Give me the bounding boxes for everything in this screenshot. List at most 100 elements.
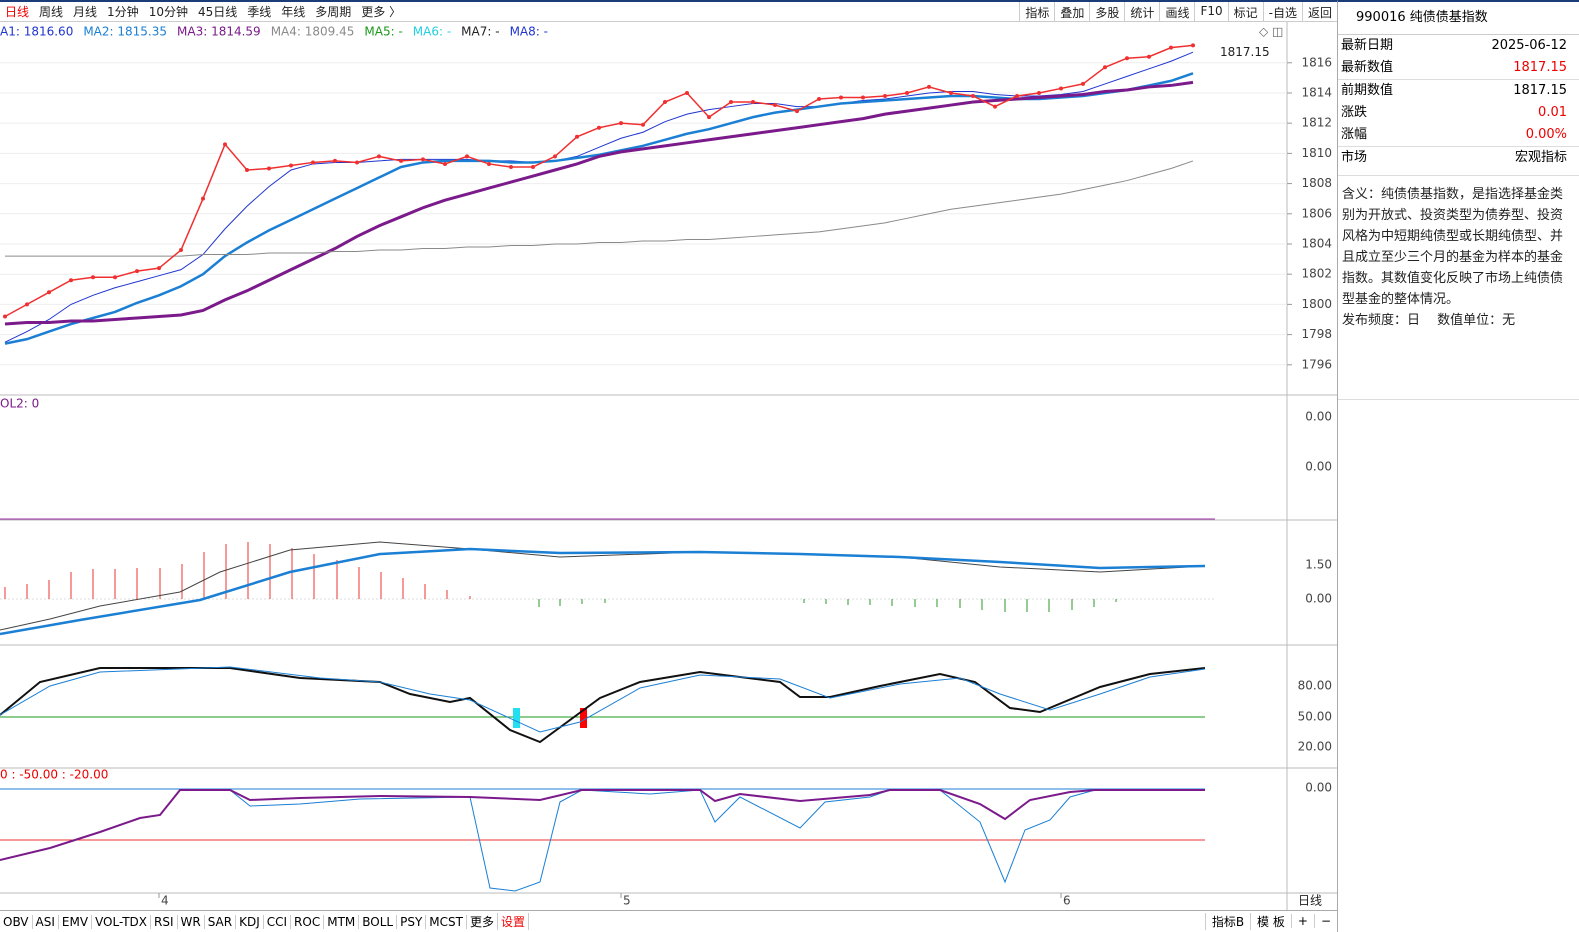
indicator-tab[interactable]: 设置: [498, 913, 530, 930]
period-tab[interactable]: 1分钟: [107, 5, 139, 19]
close-point: [3, 314, 7, 319]
tool-button[interactable]: 指标: [1019, 2, 1054, 22]
close-point: [201, 196, 205, 201]
info-row: 涨幅 0.00%: [1338, 124, 1579, 146]
period-tab[interactable]: 周线: [39, 5, 64, 19]
close-point: [421, 157, 425, 162]
legend-item: MA6: -: [413, 25, 451, 39]
close-point: [663, 100, 667, 105]
info-key: 最新数值: [1341, 60, 1394, 75]
template-button[interactable]: +: [1290, 914, 1314, 928]
close-point: [47, 290, 51, 295]
period-tab[interactable]: 年线: [281, 5, 306, 19]
period-tab[interactable]: 10分钟: [148, 5, 188, 19]
close-point: [773, 103, 777, 108]
y-tick-label: 1808: [1301, 176, 1332, 190]
period-tab[interactable]: 更多 〉: [361, 5, 402, 19]
series-line: [4, 72, 1194, 345]
legend-item: MA7: -: [461, 25, 499, 39]
indicator-tab[interactable]: 更多: [467, 913, 498, 930]
y-tick-label: 1804: [1301, 236, 1332, 250]
close-point: [1059, 86, 1063, 91]
tool-button[interactable]: 返回: [1301, 2, 1337, 22]
tool-button[interactable]: 统计: [1124, 2, 1159, 22]
info-row: 前期数值 1817.15: [1338, 79, 1579, 102]
info-value: 1817.15: [1513, 60, 1567, 75]
tool-button[interactable]: 标记: [1227, 2, 1263, 22]
info-title: 990016 纯债债基指数: [1338, 2, 1579, 35]
kdj: [0, 666, 1206, 744]
legend-item: MA4: 1809.45: [271, 25, 355, 39]
legend-item: MA3: 1814.59: [177, 25, 261, 39]
tool-button[interactable]: 多股: [1089, 2, 1124, 22]
x-tick-label: 4: [161, 894, 169, 908]
info-row: 市场 宏观指标: [1338, 146, 1579, 169]
tool-button[interactable]: 叠加: [1054, 2, 1089, 22]
indicator-tab[interactable]: KDJ: [236, 914, 264, 929]
close-point: [839, 95, 843, 100]
info-value: 宏观指标: [1514, 150, 1567, 165]
close-point: [69, 278, 73, 283]
close-point: [465, 154, 469, 159]
x-tick-label: 5: [623, 894, 631, 908]
close-point: [553, 154, 557, 159]
close-point: [817, 97, 821, 102]
indicator-tab[interactable]: CCI: [264, 914, 292, 929]
period-tab[interactable]: 月线: [73, 5, 98, 19]
info-value: 0.01: [1538, 105, 1567, 120]
info-row: 最新日期 2025-06-12: [1338, 35, 1579, 57]
template-button[interactable]: −: [1313, 914, 1337, 928]
indicator-tab[interactable]: EMV: [59, 914, 93, 929]
close-point: [311, 160, 315, 165]
close-point: [1191, 43, 1195, 48]
close-point: [245, 167, 249, 172]
wr: [0, 788, 1205, 892]
x-tick-label: 6: [1063, 894, 1071, 908]
panel-tick-label: 0.00: [1305, 781, 1332, 795]
info-value: 2025-06-12: [1491, 38, 1567, 53]
close-point: [641, 122, 645, 127]
indicator-tab[interactable]: BOLL: [359, 914, 398, 929]
template-button[interactable]: 指标B: [1204, 912, 1250, 930]
close-point: [971, 93, 975, 98]
indicator-tab[interactable]: VOL-TDX: [92, 914, 151, 929]
panel-label: 0 : -50.00 : -20.00: [0, 768, 108, 782]
close-point: [927, 84, 931, 89]
period-tab[interactable]: 季线: [247, 5, 272, 19]
tool-bar: 指标 叠加 多股 统计 画线 F10 标记 -自选 返回: [1019, 2, 1337, 22]
close-point: [1169, 45, 1173, 50]
series-line: [4, 51, 1194, 343]
indicator-tab[interactable]: OBV: [0, 914, 33, 929]
indicator-tab[interactable]: WR: [178, 914, 205, 929]
panel-tick-label: 80.00: [1298, 679, 1332, 693]
period-tab[interactable]: 多周期: [315, 5, 352, 19]
last-value-label: 1817.15: [1220, 45, 1270, 59]
indicator-tab[interactable]: RSI: [151, 914, 178, 929]
close-point: [1015, 93, 1019, 98]
indicator-tab[interactable]: ROC: [291, 914, 325, 929]
desc-freq: 发布频度：日 数值单位：无: [1342, 313, 1516, 328]
tool-button[interactable]: F10: [1194, 2, 1227, 22]
legend-item: A1: 1816.60: [0, 25, 73, 39]
indicator-tab[interactable]: SAR: [205, 914, 237, 929]
panel-tick-label: 0.00: [1305, 460, 1332, 474]
close-point: [795, 109, 799, 114]
indicator-tab[interactable]: MCST: [426, 914, 467, 929]
period-tab[interactable]: 45日线: [197, 5, 238, 19]
tool-button[interactable]: -自选: [1262, 2, 1302, 22]
template-button[interactable]: 模 板: [1250, 912, 1291, 930]
series-line: [5, 160, 1194, 257]
period-tab[interactable]: 日线: [5, 5, 30, 19]
icon[interactable]: ◇ ◫: [1259, 25, 1283, 39]
tool-button[interactable]: 画线: [1159, 2, 1194, 22]
indicator-tab[interactable]: ASI: [33, 914, 59, 929]
chart: ◇ ◫ 1796 1798 1800 1802 1804 1806 1808 1810 1812…: [0, 22, 1337, 910]
close-point: [157, 266, 161, 271]
close-point: [179, 248, 183, 253]
close-point: [91, 275, 95, 280]
indicator-tab[interactable]: MTM: [324, 914, 360, 929]
series-line: [4, 44, 1194, 318]
close-point: [949, 90, 953, 95]
y-tick-label: 1812: [1301, 116, 1332, 130]
indicator-tab[interactable]: PSY: [397, 914, 427, 929]
